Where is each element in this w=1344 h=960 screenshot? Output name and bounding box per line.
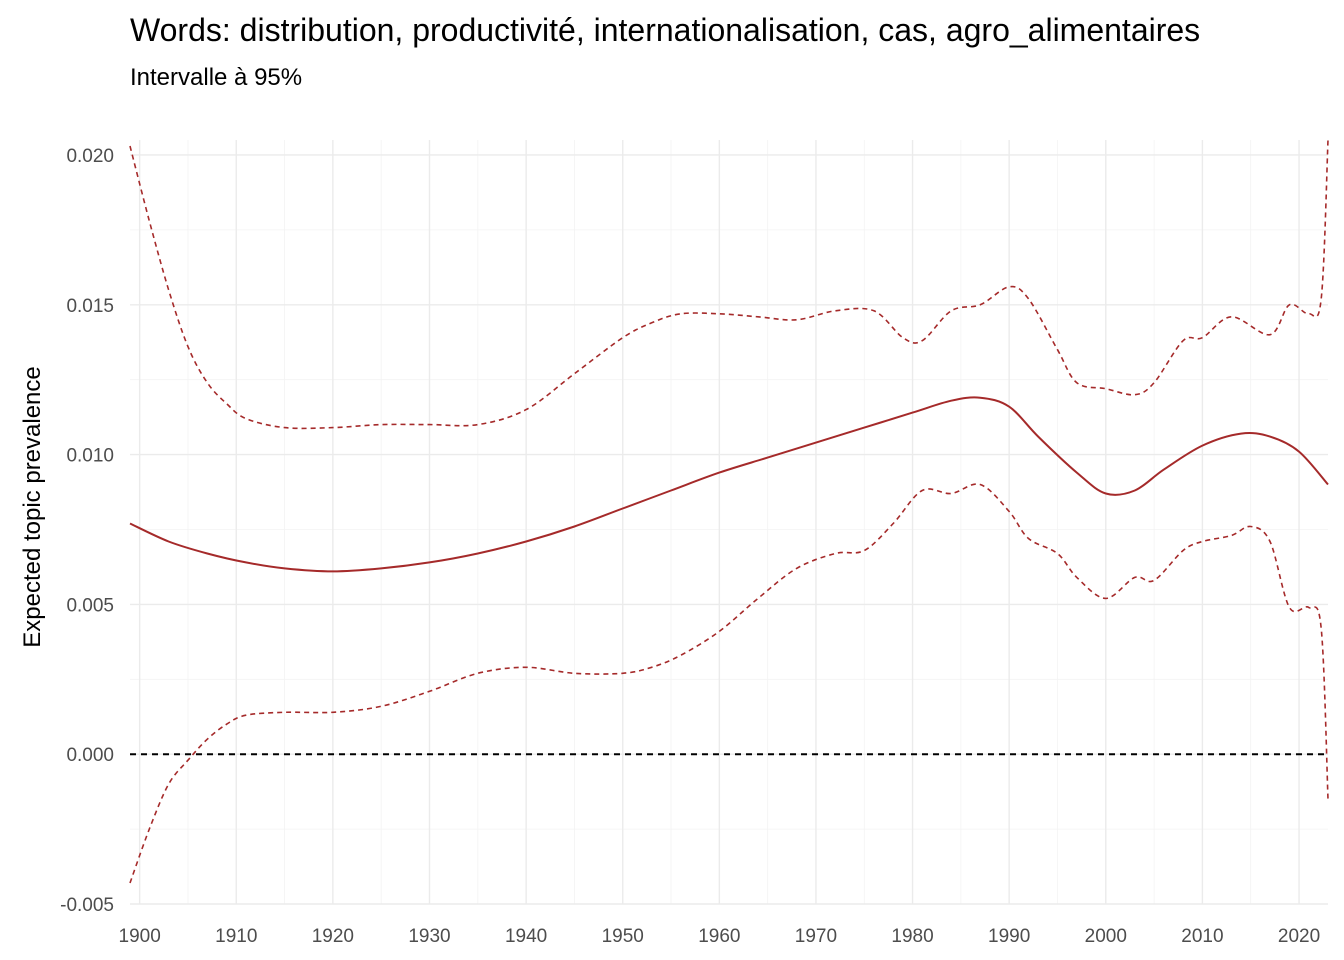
x-tick-label: 2000 [1085, 926, 1127, 947]
x-tick-label: 1920 [312, 926, 354, 947]
y-tick-label: 0.020 [66, 146, 114, 167]
x-tick-label: 1970 [795, 926, 837, 947]
x-tick-label: 1950 [602, 926, 644, 947]
x-tick-label: 1940 [505, 926, 547, 947]
y-tick-label: 0.010 [66, 446, 114, 467]
x-tick-label: 2020 [1278, 926, 1320, 947]
series-line-upper-95- [129, 139, 1329, 430]
y-tick-label: 0.005 [66, 595, 114, 616]
chart-subtitle: Intervalle à 95% [130, 64, 302, 91]
x-tick-label: 1900 [119, 926, 161, 947]
x-tick-label: 1910 [215, 926, 257, 947]
x-axis-ticks: 1900 1910 1920 1930 1940 1950 1960 1970 1980 1990… [119, 926, 1321, 947]
x-tick-label: 1960 [698, 926, 740, 947]
y-axis-label: Expected topic prevalence [19, 366, 46, 648]
x-tick-label: 1980 [891, 926, 933, 947]
x-tick-label: 1990 [988, 926, 1030, 947]
series-group [129, 139, 1329, 884]
series-line-estimate [129, 396, 1329, 573]
x-tick-label: 1930 [408, 926, 450, 947]
grid [130, 140, 1328, 905]
x-tick-label: 2010 [1181, 926, 1223, 947]
y-axis-ticks: -0.005 0.000 0.005 0.010 0.015 0.020 [60, 146, 114, 916]
y-tick-label: 0.015 [66, 296, 114, 317]
series-line-lower-95- [129, 483, 1329, 884]
chart-title: Words: distribution, productivité, inter… [130, 12, 1200, 48]
y-tick-label: 0.000 [66, 745, 114, 766]
y-tick-label: -0.005 [60, 895, 114, 916]
